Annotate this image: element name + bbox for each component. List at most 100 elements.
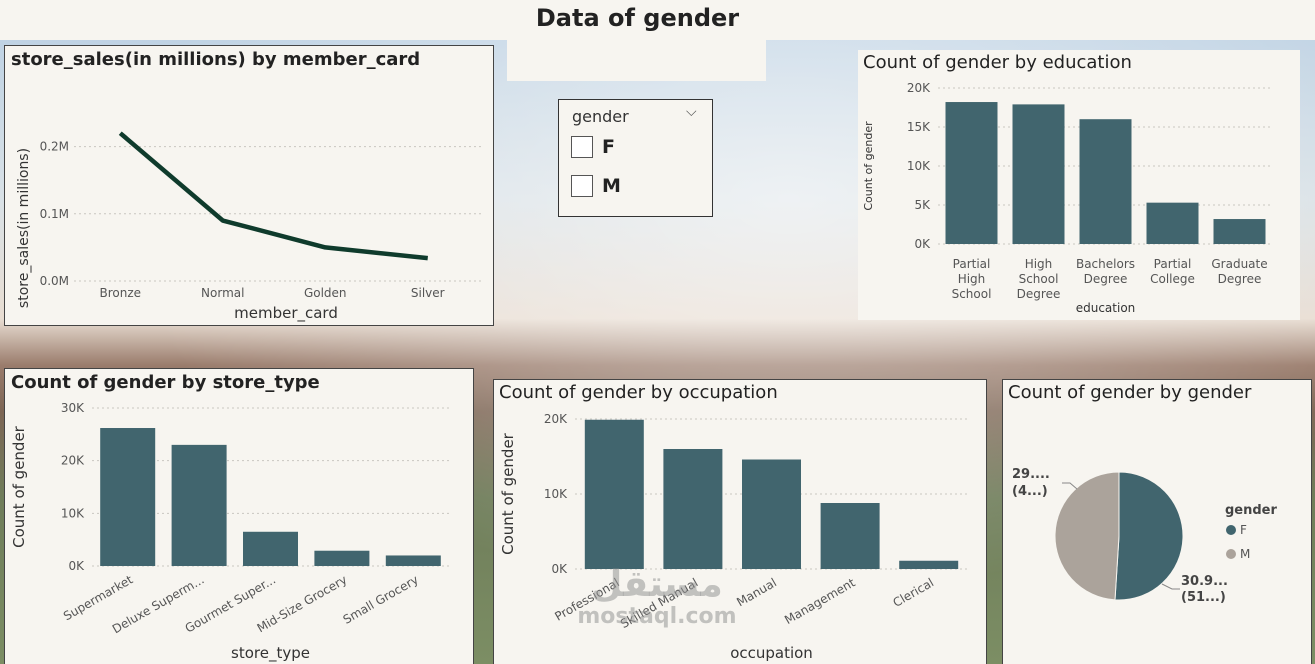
chart-panel-store-type[interactable]: Count of gender by store_type 0K 10K 20K 30… (4, 368, 474, 664)
y-tick-label: 0K (551, 562, 568, 576)
x-tick-label: Management (782, 575, 858, 627)
page-title: Data of gender (535, 4, 740, 32)
chart-title: Count of gender by education (863, 52, 1132, 73)
x-tick-label: Clerical (890, 575, 936, 609)
bar (898, 560, 958, 569)
y-tick-label: 20K (543, 412, 567, 426)
y-tick-label: 30K (60, 401, 84, 415)
watermark-latin: mostaql.com (577, 604, 737, 629)
slicer-option-label: F (602, 136, 615, 158)
data-label: 29.... (1012, 467, 1050, 482)
y-tick-label: 15K (907, 120, 931, 134)
x-tick-label: Graduate (1211, 257, 1267, 271)
bar (242, 531, 298, 566)
bar (1012, 104, 1065, 244)
y-axis-title: Count of gender (862, 121, 875, 211)
data-label: 30.9... (1181, 574, 1228, 589)
y-tick-label: 0K (68, 559, 85, 573)
x-tick-label: Bachelors (1076, 257, 1135, 271)
leader-line (1061, 482, 1077, 489)
bar (1079, 119, 1132, 244)
title-bar (0, 0, 1315, 40)
x-tick-label: Partial (953, 257, 991, 271)
chart-title: Count of gender by store_type (11, 372, 320, 393)
bar (741, 459, 801, 569)
y-tick-label: 10K (543, 487, 567, 501)
bar (1146, 202, 1199, 244)
bar (945, 102, 998, 244)
y-tick-label: 0.0M (39, 274, 68, 288)
checkbox[interactable] (571, 175, 593, 197)
chart-panel-gender-pie[interactable]: Count of gender by gender 30.9... (51...)… (1002, 379, 1312, 664)
x-tick-label: School (1019, 272, 1059, 286)
title-bar-tab (507, 40, 766, 81)
legend-label: F (1240, 523, 1247, 537)
y-tick-label: 5K (914, 198, 931, 212)
watermark: مستقل mostaql.com (572, 565, 742, 629)
x-tick-label: Degree (1017, 287, 1061, 301)
legend-marker (1225, 524, 1236, 535)
x-axis-title: member_card (234, 304, 338, 323)
bar (662, 448, 722, 569)
y-axis-title: Count of gender (10, 425, 28, 548)
chart-title: Count of gender by gender (1008, 382, 1252, 403)
pie-slice (1113, 470, 1183, 600)
chart-title: store_sales(in millions) by member_card (11, 49, 421, 70)
y-tick-label: 0.2M (39, 139, 68, 153)
bar (99, 427, 155, 566)
x-axis-title: occupation (730, 644, 813, 662)
chevron-down-icon[interactable]: ⌵ (686, 104, 697, 120)
chart-panel-occupation[interactable]: Count of gender by occupation 0K 10K 20K Pr… (493, 379, 987, 664)
legend-marker (1225, 548, 1236, 559)
y-axis-title: Count of gender (499, 432, 517, 555)
y-tick-label: 10K (907, 159, 931, 173)
y-tick-label: 0.1M (39, 206, 68, 220)
x-tick-label: Normal (201, 286, 244, 300)
y-tick-label: 20K (907, 81, 931, 95)
x-axis-title: education (1076, 301, 1136, 315)
y-tick-label: 0K (914, 237, 931, 251)
series-line (118, 130, 428, 260)
slicer-title: gender (572, 107, 629, 126)
x-tick-label: Degree (1218, 272, 1262, 286)
gender-slicer[interactable]: gender ⌵ F M (558, 99, 713, 217)
bar (385, 554, 441, 566)
legend-title: gender (1225, 503, 1278, 518)
line-chart-svg: 0.0M 0.1M 0.2M Bronze Normal Golden Silver memb… (16, 130, 484, 323)
chart-panel-member-card[interactable]: store_sales(in millions) by member_card … (4, 45, 494, 326)
pie-slice (1054, 470, 1119, 600)
x-tick-label: College (1150, 272, 1195, 286)
chart-panel-education[interactable]: Count of gender by education 0K 5K 10K 15K 2… (858, 50, 1300, 320)
leader-line (1161, 583, 1180, 589)
bar (820, 502, 880, 569)
legend-label: M (1240, 547, 1250, 561)
x-tick-label: School (952, 287, 992, 301)
x-tick-label: Silver (410, 286, 444, 300)
x-axis-title: store_type (231, 644, 310, 663)
x-tick-label: Small Grocery (340, 572, 420, 626)
data-label: (51...) (1181, 590, 1226, 605)
watermark-arabic: مستقل (591, 564, 723, 605)
y-tick-label: 10K (60, 506, 84, 520)
slicer-option-m[interactable]: M (571, 175, 621, 197)
y-tick-label: 20K (60, 453, 84, 467)
y-axis-title: store_sales(in millions) (16, 147, 32, 307)
pie-chart-svg: 30.9...(51...) 29.... (4...) gender FM (1012, 467, 1278, 605)
checkbox[interactable] (571, 136, 593, 158)
bar (1213, 219, 1266, 244)
bar (313, 550, 369, 566)
x-tick-label: High (1025, 257, 1053, 271)
x-tick-label: Degree (1084, 272, 1128, 286)
slicer-option-f[interactable]: F (571, 136, 615, 158)
x-tick-label: High (958, 272, 986, 286)
x-tick-label: Partial (1154, 257, 1192, 271)
x-tick-label: Golden (303, 286, 346, 300)
x-tick-label: Bronze (99, 286, 141, 300)
data-label: (4...) (1012, 484, 1048, 499)
slicer-option-label: M (602, 175, 621, 197)
bar (584, 419, 644, 569)
bar (171, 444, 227, 566)
bar-chart-svg: 0K5K10K15K20KPartialHighSchoolHighSchool… (862, 81, 1273, 315)
